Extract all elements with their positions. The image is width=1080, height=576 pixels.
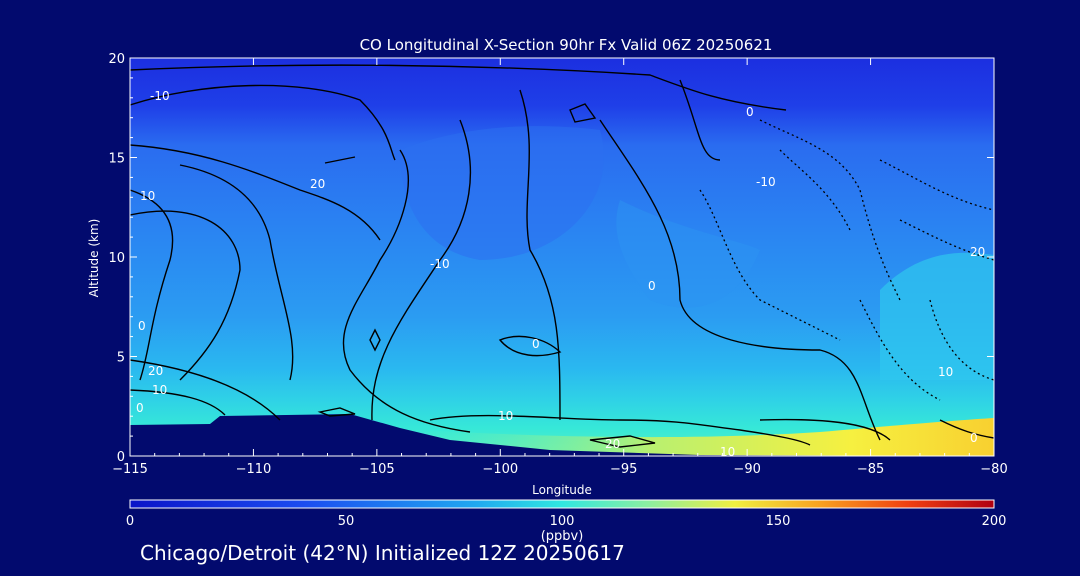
contour-line: [699, 189, 841, 341]
contour-label: 0: [138, 319, 146, 333]
contour-line: [179, 164, 294, 381]
contour-label: 10: [938, 365, 953, 379]
x-tick-label: −105: [359, 462, 395, 477]
contour-line: [342, 149, 471, 433]
y-tick-label: 10: [108, 251, 125, 266]
contour-line: [429, 414, 811, 446]
contour-line: [130, 84, 396, 161]
co-field-band: [880, 252, 994, 380]
contour-label: -10: [150, 89, 170, 103]
contour-label: 20: [970, 245, 985, 259]
x-tick-label: −95: [610, 462, 637, 477]
colorbar: [129, 499, 995, 509]
contour-line: [130, 210, 241, 381]
contour-line: [130, 359, 281, 421]
contour-line: [599, 119, 881, 441]
contour-lines: [130, 64, 994, 448]
x-tick-label: −110: [236, 462, 272, 477]
y-axis-label: Altitude (km): [87, 219, 101, 298]
colorbar-label: (ppbv): [541, 529, 584, 544]
contour-label: 0: [970, 431, 978, 445]
contour-line: [369, 328, 381, 352]
y-tick-label: 5: [117, 351, 125, 366]
contour-line: [130, 389, 226, 416]
contour-line: [371, 119, 472, 421]
contour-line: [130, 64, 787, 111]
plot-area: [130, 58, 994, 456]
x-tick-label: −85: [857, 462, 884, 477]
contour-line: [879, 159, 994, 211]
x-tick-label: −100: [482, 462, 518, 477]
contour-label: 10: [720, 445, 735, 459]
contour-line: [929, 299, 994, 381]
contour-line: [130, 189, 174, 381]
contour-line: [317, 407, 356, 417]
contour-label: 0: [532, 337, 540, 351]
y-axis: 0 5 10 15 20: [108, 52, 994, 465]
co-field: [130, 58, 994, 456]
co-field-band: [400, 126, 604, 260]
x-axis: −115 −110 −105 −100 −95 −90 −85 −80: [112, 58, 1008, 477]
contour-label: 20: [148, 364, 163, 378]
contour-label: -10: [756, 175, 776, 189]
terrain: [130, 414, 994, 456]
negative-contours: [699, 119, 994, 401]
contour-line: [759, 418, 891, 441]
y-tick-label: 15: [108, 152, 125, 167]
colorbar-ticks: 0 50 100 150 200: [126, 514, 1007, 529]
colorbar-tick-label: 50: [338, 514, 355, 529]
co-field-band: [616, 200, 760, 308]
contour-line: [859, 299, 941, 401]
contour-label: 0: [648, 279, 656, 293]
contour-label: 20: [310, 177, 325, 191]
x-tick-label: −80: [980, 462, 1007, 477]
contour-line: [130, 144, 381, 241]
contour-line: [519, 89, 561, 421]
contour-line: [569, 103, 597, 123]
colorbar-tick-label: 200: [982, 514, 1007, 529]
colorbar-tick-label: 0: [126, 514, 134, 529]
co-surface-hotspot: [420, 418, 994, 456]
y-tick-label: 0: [117, 450, 125, 465]
footer-caption: Chicago/Detroit (42°N) Initialized 12Z 2…: [140, 541, 625, 565]
contour-line: [939, 419, 994, 439]
x-axis-label: Longitude: [532, 483, 592, 497]
contour-line: [899, 219, 994, 261]
x-tick-label: −90: [733, 462, 760, 477]
contour-label: 10: [152, 383, 167, 397]
contour-label: 10: [498, 409, 513, 423]
colorbar-tick-label: 150: [766, 514, 791, 529]
contour-label: -10: [430, 257, 450, 271]
y-tick-label: 20: [108, 52, 125, 67]
chart-title: CO Longitudinal X-Section 90hr Fx Valid …: [360, 36, 773, 54]
contour-line: [679, 79, 721, 161]
contour-label: 10: [140, 189, 155, 203]
contour-line: [498, 335, 562, 357]
contour-label: 20: [605, 437, 620, 451]
contour-label: 0: [746, 105, 754, 119]
colorbar-tick-label: 100: [550, 514, 575, 529]
contour-line: [324, 156, 356, 164]
x-tick-label: −115: [112, 462, 148, 477]
contour-label: 0: [136, 401, 144, 415]
contour-line: [589, 435, 656, 448]
